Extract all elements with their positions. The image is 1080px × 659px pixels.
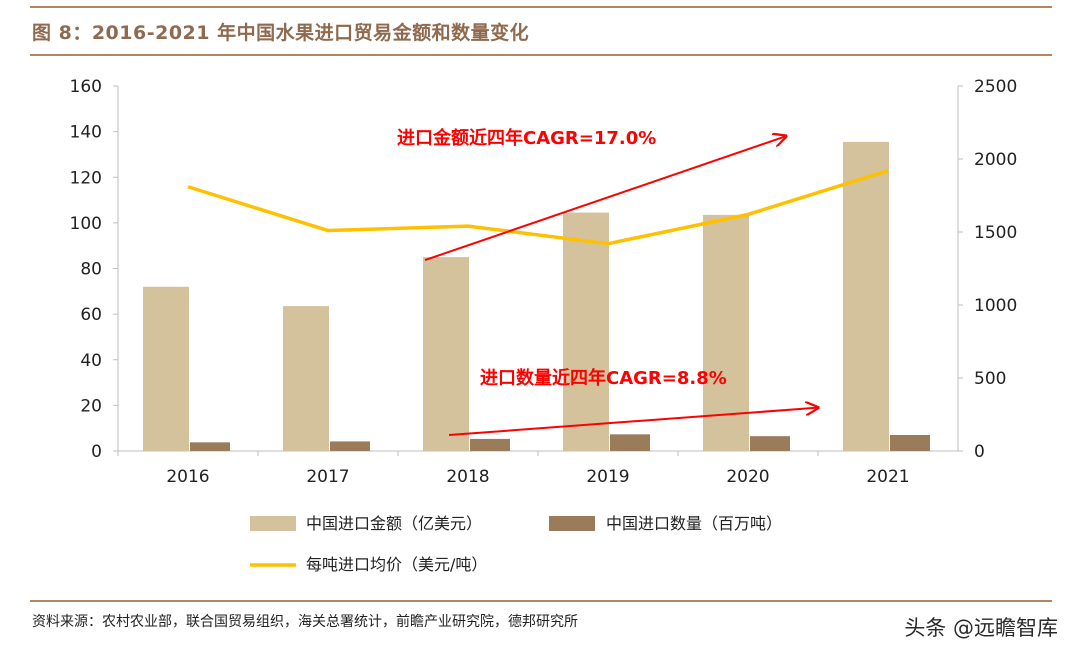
- bar-import-value: [563, 212, 609, 451]
- axes: 0 20 40 60 80 100 120 140 160 0 500 1000 1500 2000 250…: [70, 77, 1018, 487]
- left-tick-label: 20: [80, 396, 102, 416]
- bar-import-volume: [750, 436, 790, 451]
- x-tick-label: 2020: [726, 467, 769, 487]
- bottom-rule: [30, 600, 1052, 602]
- legend: 中国进口金额（亿美元） 中国进口数量（百万吨） 每吨进口均价（美元/吨）: [250, 514, 782, 574]
- top-rule: [30, 6, 1052, 8]
- legend-swatch-volume: [549, 516, 595, 531]
- bar-import-volume: [330, 441, 370, 451]
- left-tick-label: 100: [70, 214, 102, 234]
- right-tick-label: 1500: [974, 223, 1017, 243]
- cagr-value-label: 进口金额近四年CAGR=17.0%: [397, 127, 656, 149]
- bar-import-value: [843, 141, 889, 451]
- line-avg-price: [187, 169, 889, 246]
- right-tick-label: 0: [974, 442, 985, 462]
- chart: 0 20 40 60 80 100 120 140 160 0 500 1000 1500 2000 250…: [70, 77, 1018, 574]
- bar-import-volume: [610, 434, 650, 451]
- legend-label-price: 每吨进口均价（美元/吨）: [306, 555, 487, 574]
- cagr-volume-label: 进口数量近四年CAGR=8.8%: [480, 367, 727, 389]
- right-tick-label: 1000: [974, 296, 1017, 316]
- left-tick-label: 120: [70, 168, 102, 188]
- left-tick-label: 140: [70, 123, 102, 143]
- left-tick-label: 160: [70, 77, 102, 97]
- x-tick-label: 2021: [866, 467, 909, 487]
- x-tick-label: 2016: [166, 467, 209, 487]
- left-tick-label: 0: [91, 442, 102, 462]
- legend-label-volume: 中国进口数量（百万吨）: [606, 514, 782, 533]
- bar-import-value: [283, 306, 329, 451]
- x-tick-label: 2017: [306, 467, 349, 487]
- right-tick-label: 2500: [974, 77, 1017, 97]
- bar-import-volume: [470, 438, 510, 451]
- bar-import-volume: [190, 442, 230, 451]
- left-tick-label: 80: [80, 260, 102, 280]
- right-tick-label: 2000: [974, 150, 1017, 170]
- bar-import-value: [143, 286, 189, 451]
- x-tick-label: 2019: [586, 467, 629, 487]
- bars: [143, 141, 930, 451]
- figure-title: 图 8：2016-2021 年中国水果进口贸易金额和数量变化: [32, 22, 530, 44]
- cagr-value-arrow: [424, 136, 786, 262]
- x-tick-label: 2018: [446, 467, 489, 487]
- left-tick-label: 60: [80, 305, 102, 325]
- legend-swatch-value: [250, 516, 296, 531]
- bar-import-volume: [890, 435, 930, 451]
- line-series: [187, 169, 889, 246]
- watermark: 头条 @远瞻智库: [904, 616, 1058, 640]
- title-rule: [30, 54, 1052, 56]
- left-tick-label: 40: [80, 351, 102, 371]
- annotations: 进口金额近四年CAGR=17.0% 进口数量近四年CAGR=8.8%: [397, 127, 818, 437]
- cagr-volume-arrow: [448, 408, 818, 437]
- legend-label-value: 中国进口金额（亿美元）: [306, 514, 482, 533]
- bar-import-value: [703, 214, 749, 451]
- source-note: 资料来源：农村农业部，联合国贸易组织，海关总署统计，前瞻产业研究院，德邦研究所: [32, 614, 578, 630]
- bar-import-value: [423, 257, 469, 451]
- right-tick-label: 500: [974, 369, 1006, 389]
